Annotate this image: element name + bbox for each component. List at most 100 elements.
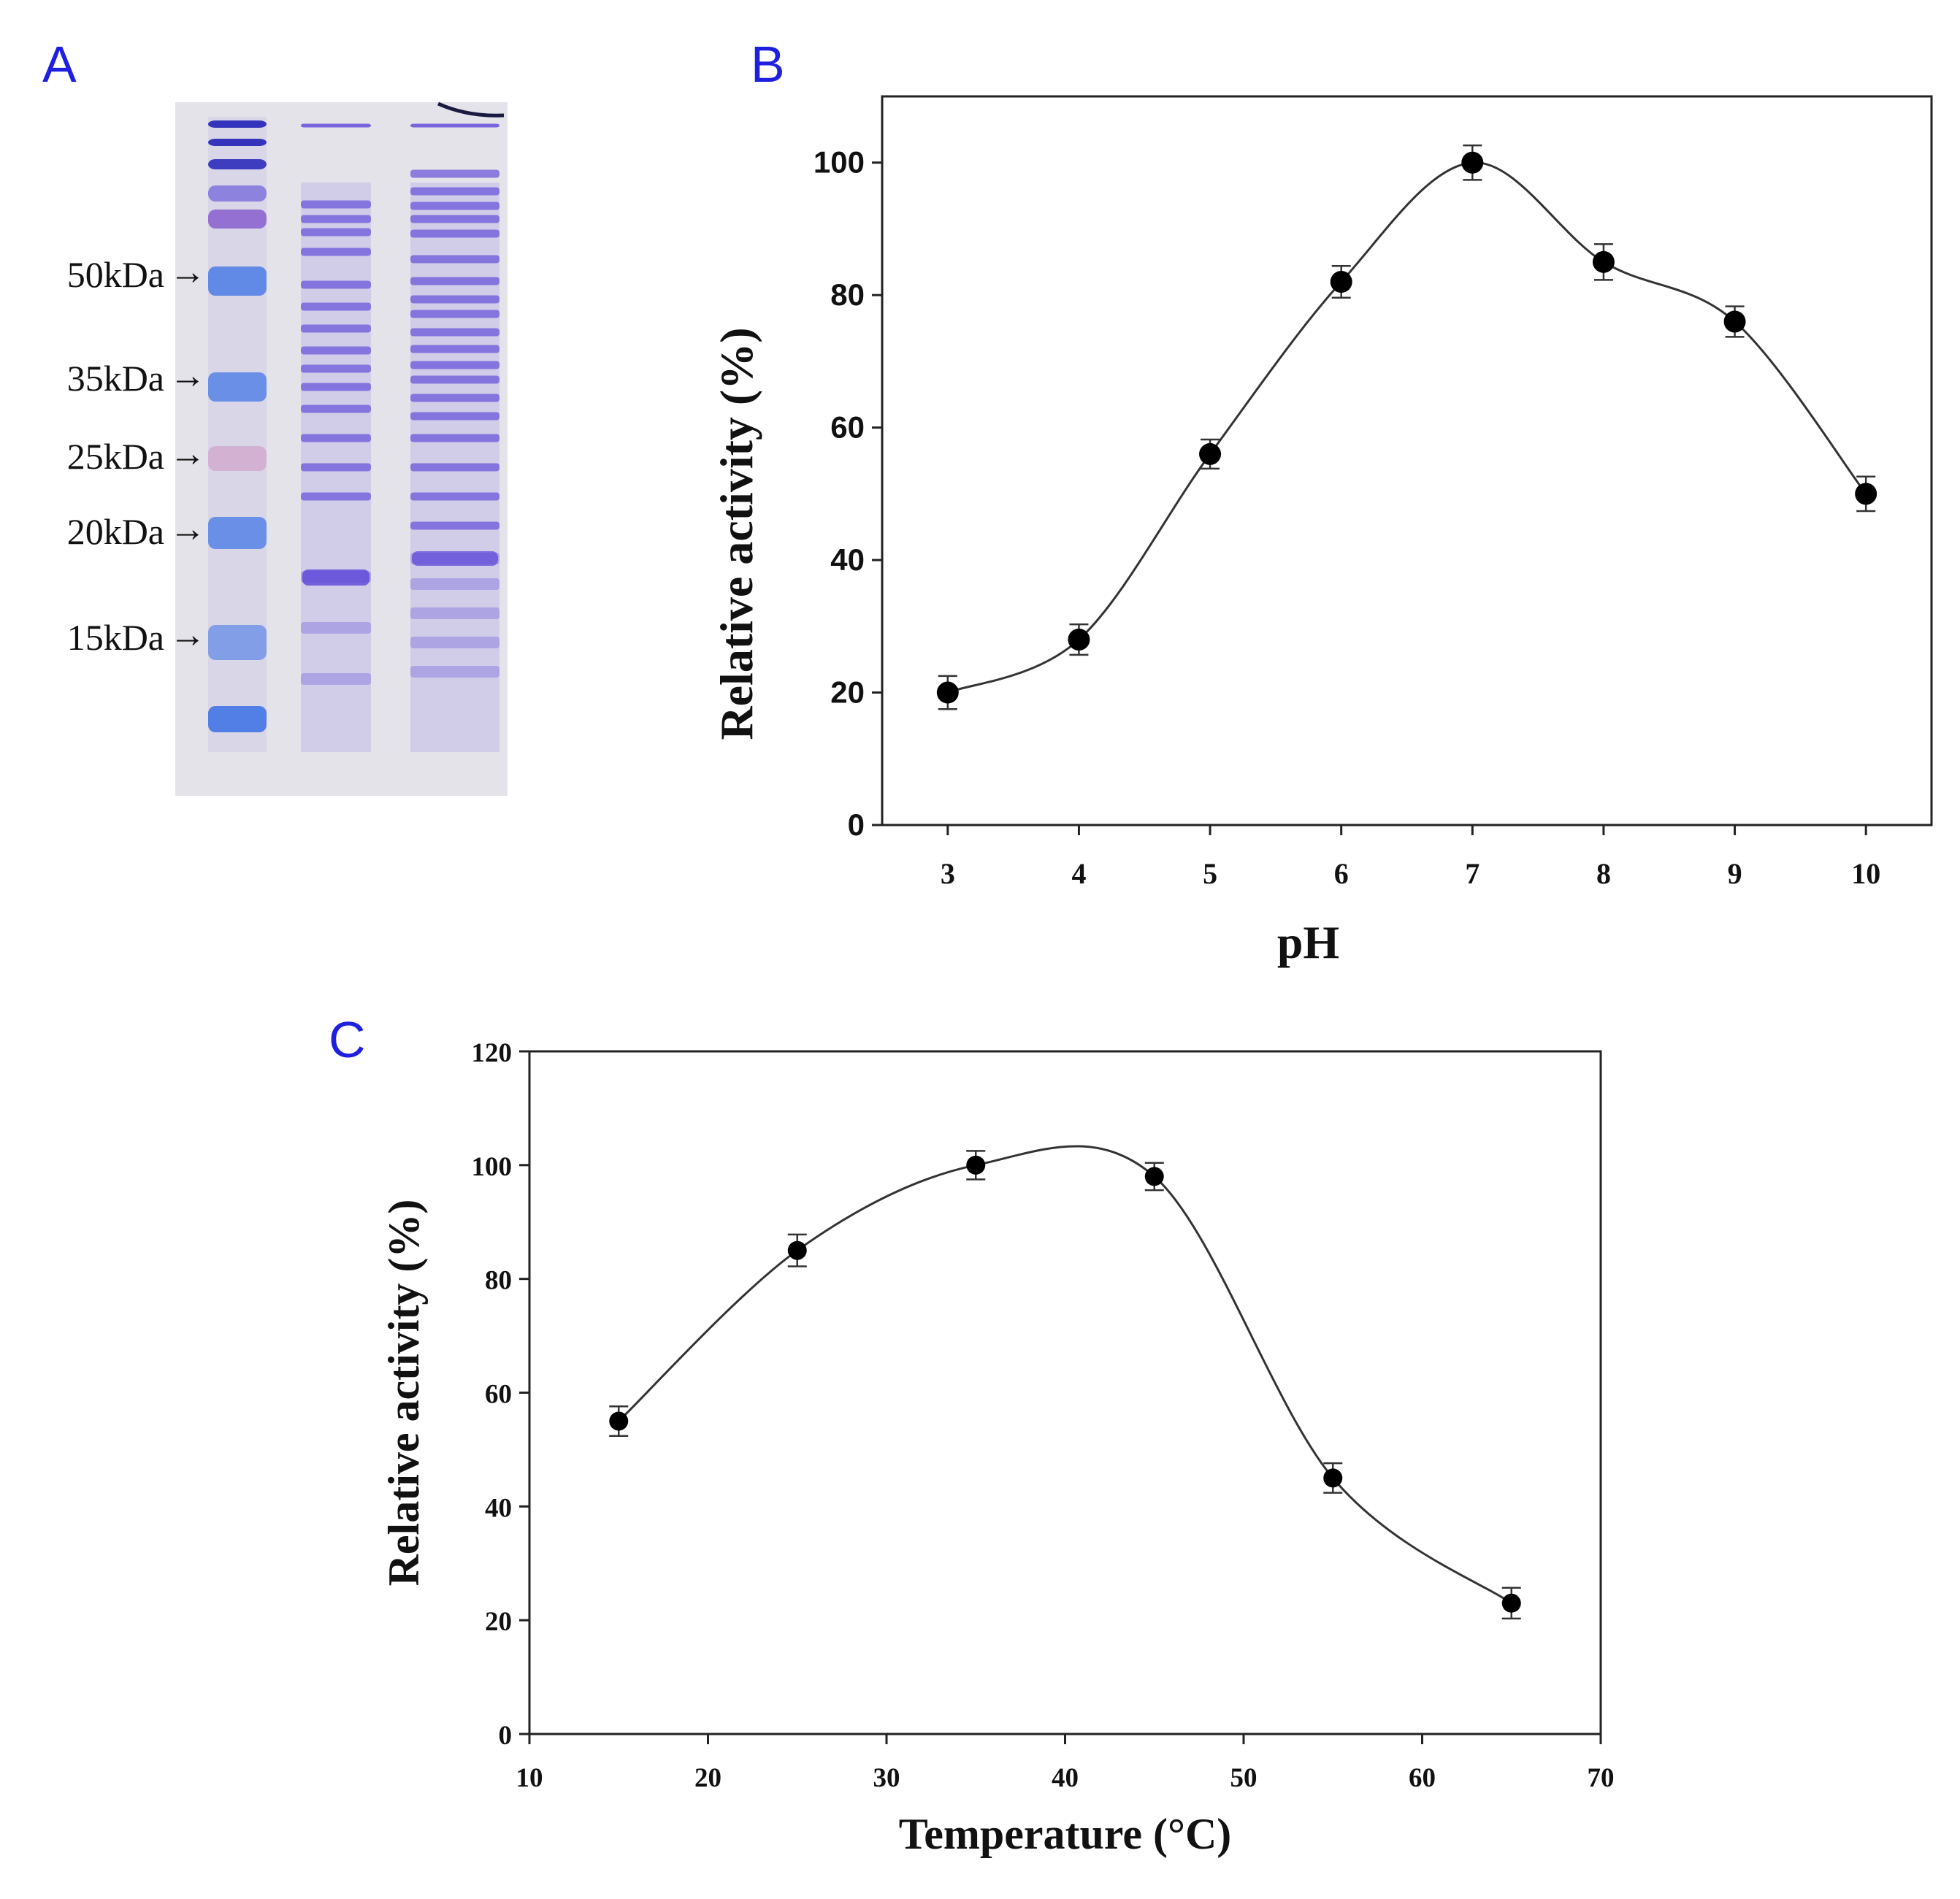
x-tick-label: 50: [1230, 1763, 1257, 1793]
x-tick-label: 10: [1851, 857, 1880, 890]
data-point: [1330, 271, 1352, 294]
marker-label: 35kDa: [67, 358, 164, 399]
ph-chart: 0 20 40 60 80 100 3 4 5 6 7 8 9 10 pH Relative activity…: [711, 95, 1933, 968]
sample-band: [410, 375, 499, 384]
y-tick-label: 0: [848, 807, 865, 842]
ladder-band: [208, 706, 267, 732]
sample-band: [410, 123, 499, 128]
x-tick-label: 9: [1728, 857, 1742, 890]
x-axis-title: Temperature (°C): [899, 1810, 1232, 1858]
sample-band: [301, 228, 371, 237]
sample-band: [410, 229, 499, 238]
ladder-band: [208, 625, 267, 660]
sample-band: [410, 255, 499, 264]
ladder-band: [208, 159, 267, 169]
sample-band: [410, 666, 499, 678]
y-tick-label: 60: [830, 410, 865, 445]
panel-a-letter: A: [42, 36, 77, 93]
x-tick-label: 40: [1052, 1763, 1079, 1793]
gel-image: [175, 101, 508, 796]
data-point: [936, 681, 959, 704]
y-tick-label: 40: [830, 542, 865, 577]
y-tick-label: 80: [830, 277, 865, 312]
panel-b-letter: B: [751, 36, 785, 93]
sample-band: [410, 215, 499, 223]
data-point: [1323, 1468, 1343, 1488]
y-tick-label: 20: [485, 1607, 512, 1637]
y-tick-label: 100: [814, 145, 865, 180]
data-point: [1068, 628, 1090, 651]
sample-band: [410, 361, 499, 369]
marker-label: 25kDa: [67, 436, 164, 477]
series-line: [947, 161, 1867, 694]
x-tick-label: 3: [941, 857, 955, 890]
x-tick-label: 10: [516, 1763, 543, 1793]
sample-band: [301, 364, 371, 373]
data-point: [1144, 1167, 1164, 1186]
sample-band: [410, 310, 499, 318]
x-tick-label: 5: [1203, 857, 1217, 890]
marker-arrow: →: [169, 433, 206, 474]
gel-marker-labels: 50kDa →35kDa →25kDa →20kDa →15kDa →: [67, 251, 206, 658]
sample-band: [301, 302, 371, 311]
panel-b: B 0 20 40 60 80 100 3 4 5 6 7 8 9 10 pH Relative activi…: [711, 36, 1933, 968]
sample-band: [410, 187, 499, 196]
x-axis-title: pH: [1277, 916, 1339, 968]
sample-band: [301, 280, 371, 289]
data-point: [1592, 250, 1615, 273]
marker-label: 20kDa: [67, 511, 164, 552]
plot-frame: [881, 95, 1933, 826]
x-tick-label: 30: [873, 1763, 900, 1793]
marker-arrow: →: [169, 614, 206, 655]
marker-arrow: →: [169, 508, 206, 549]
sample-band: [410, 277, 499, 285]
sample-band: [410, 412, 499, 421]
ladder-band: [208, 446, 267, 471]
sample-band: [410, 637, 499, 648]
data-point: [1199, 442, 1222, 465]
ladder-band: [208, 120, 267, 128]
x-tick-label: 20: [694, 1763, 721, 1793]
ladder-band: [208, 210, 267, 229]
panel-c: C 0 20 40 60 80 100 120 10 20 30 40 50 60 70 Temperatu…: [329, 1011, 1615, 1858]
sample-band: [410, 169, 499, 178]
data-point: [1855, 483, 1877, 505]
y-axis-title: Relative activity (%): [711, 327, 762, 740]
y-tick-label: 80: [485, 1266, 512, 1296]
plot-frame: [528, 1050, 1602, 1735]
ladder-band: [208, 139, 267, 146]
ladder-band: [208, 266, 267, 296]
y-tick-label: 20: [830, 675, 865, 710]
series-line: [618, 1145, 1512, 1605]
sample-band: [301, 123, 371, 128]
sample-band: [410, 394, 499, 402]
sample-band: [302, 569, 370, 586]
panel-a: A 50kDa →35kDa →25kDa →20kDa →15kDa →: [42, 36, 508, 796]
sample-band: [410, 492, 499, 501]
sample-band: [301, 324, 371, 333]
sample-band: [301, 383, 371, 391]
x-tick-label: 8: [1596, 857, 1611, 890]
sample-band: [410, 345, 499, 353]
sample-band: [410, 521, 499, 530]
sample-band: [410, 434, 499, 442]
marker-label: 15kDa: [67, 617, 164, 658]
x-tick-label: 60: [1409, 1763, 1436, 1793]
sample-band: [301, 200, 371, 209]
sample-band: [412, 551, 498, 566]
marker-arrow: →: [169, 355, 206, 396]
sample-band: [301, 673, 371, 685]
sample-band: [301, 248, 371, 256]
data-point: [1461, 151, 1484, 174]
ladder-lane-smear: [208, 117, 267, 752]
temperature-chart: 0 20 40 60 80 100 120 10 20 30 40 50 60 70 Temperature…: [380, 1038, 1615, 1858]
sample-band: [301, 463, 371, 472]
ladder-band: [208, 372, 267, 402]
sample-band: [301, 346, 371, 355]
data-point: [966, 1155, 986, 1175]
x-tick-label: 7: [1465, 857, 1479, 890]
sample-band: [410, 328, 499, 337]
sample-band: [301, 434, 371, 442]
y-axis-title: Relative activity (%): [380, 1200, 428, 1587]
